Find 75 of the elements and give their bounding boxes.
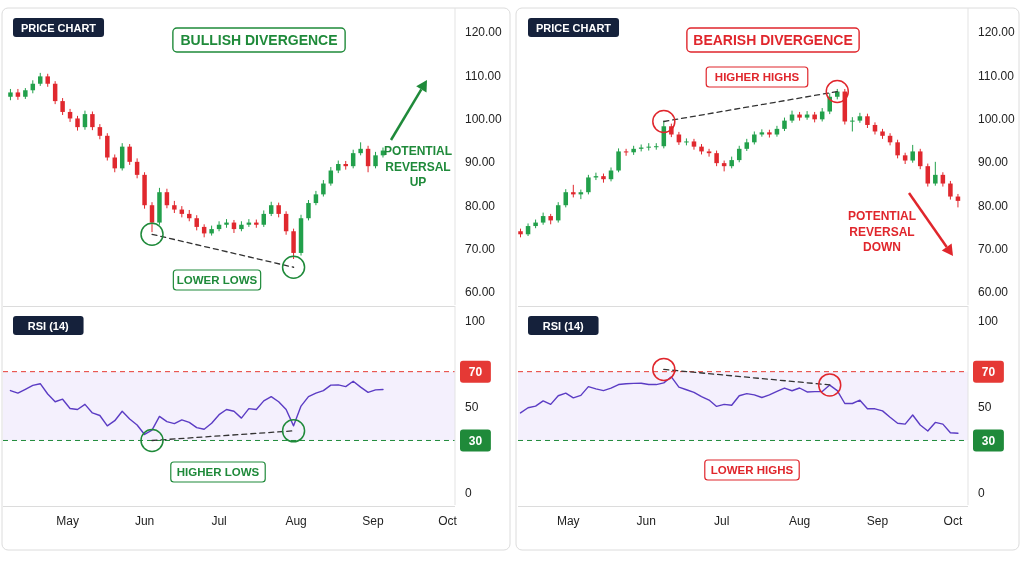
candlestick	[948, 180, 953, 201]
ref-line-label: 70	[468, 365, 483, 380]
y-tick-label: 110.00	[465, 68, 502, 83]
x-tick-label: Jul	[713, 514, 730, 528]
candlestick	[134, 157, 140, 179]
y-tick-label: 100.00	[465, 111, 503, 126]
y-tick-label: 100	[465, 313, 486, 328]
y-tick-label: 70.00	[978, 242, 1009, 257]
candlestick	[759, 128, 765, 138]
candlestick	[917, 148, 923, 170]
y-tick-label: 120.00	[465, 25, 503, 40]
candlestick	[164, 188, 170, 209]
y-tick-label: 100	[978, 313, 999, 328]
candlestick	[895, 139, 900, 159]
candlestick	[691, 138, 697, 151]
candlestick	[15, 88, 21, 101]
y-tick-label: 90.00	[978, 155, 1009, 170]
text: PRICE CHART	[535, 21, 612, 34]
text: RSI (14)	[27, 319, 70, 332]
y-tick-label: 80.00	[465, 198, 496, 213]
x-tick-label: Jul	[211, 514, 227, 528]
candlestick	[350, 149, 356, 169]
annotation: LOWER HIGHS	[710, 464, 794, 476]
text: BEARISH DIVERGENCE	[693, 32, 853, 48]
candlestick	[586, 174, 591, 195]
y-tick-label: 80.00	[978, 198, 1009, 213]
candlestick	[850, 116, 855, 132]
y-tick-label: 60.00	[978, 285, 1009, 300]
text: BULLISH DIVERGENCE	[180, 32, 338, 48]
y-tick-label: 120.00	[978, 25, 1016, 40]
candlestick	[328, 166, 334, 187]
candlestick	[149, 201, 155, 233]
y-tick-label: 60.00	[465, 285, 496, 300]
candlestick	[105, 132, 110, 162]
x-tick-label: Aug	[285, 514, 307, 528]
candlestick	[933, 161, 938, 187]
candlestick	[616, 147, 621, 173]
x-tick-label: Oct	[438, 514, 458, 528]
candlestick	[774, 125, 780, 138]
annotation: POTENTIAL REVERSAL DOWN	[848, 209, 916, 254]
x-tick-label: Aug	[788, 514, 811, 528]
y-tick-label: 100.00	[978, 111, 1016, 126]
y-tick-label: 50	[978, 399, 992, 414]
x-tick-label: Jun	[134, 514, 155, 528]
ref-line-label: 30	[981, 433, 996, 448]
candlestick	[306, 199, 311, 221]
candlestick	[646, 142, 651, 152]
candlestick	[857, 112, 863, 124]
x-tick-label: Sep	[362, 514, 385, 528]
ref-line-label: 30	[468, 433, 483, 448]
ref-line-label: 70	[981, 365, 996, 380]
y-tick-label: 110.00	[978, 68, 1015, 83]
annotation: LOWER LOWS	[176, 274, 258, 286]
candlestick	[82, 110, 88, 131]
y-tick-label: 90.00	[465, 155, 496, 170]
text: RSI (14)	[542, 319, 585, 332]
x-tick-label: May	[556, 514, 580, 528]
line-series	[9, 380, 384, 436]
x-tick-label: May	[56, 514, 79, 528]
x-tick-label: Jun	[636, 514, 656, 528]
y-tick-label: 0	[465, 485, 472, 500]
candlestick	[127, 143, 132, 166]
annotation: POTENTIAL REVERSAL UP	[384, 144, 452, 189]
x-tick-label: Oct	[943, 514, 963, 528]
annotation: HIGHER LOWS	[176, 466, 260, 478]
annotation: HIGHER HIGHS	[714, 71, 800, 83]
candlestick	[706, 148, 712, 158]
x-tick-label: Sep	[866, 514, 889, 528]
candlestick	[90, 111, 95, 131]
candlestick	[291, 228, 296, 260]
text: PRICE CHART	[20, 21, 97, 34]
y-tick-label: 70.00	[465, 242, 496, 257]
y-tick-label: 50	[465, 399, 479, 414]
candlestick	[925, 163, 931, 188]
y-tick-label: 0	[978, 485, 985, 500]
